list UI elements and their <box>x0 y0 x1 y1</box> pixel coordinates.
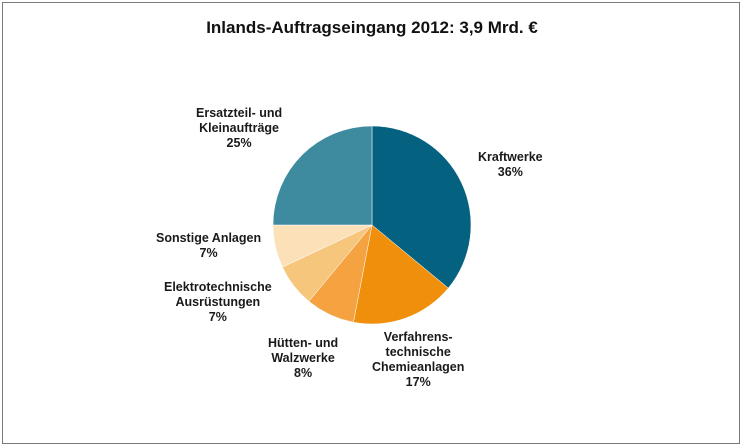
slice-label-verfahrenstechnische-chemieanlagen: Verfahrens-technische Chemieanlagen 17% <box>372 330 464 390</box>
slice-label-elektrotechnische-ausruestungen: Elektrotechnische Ausrüstungen 7% <box>164 280 272 325</box>
slice-percent-label: 8% <box>294 366 313 380</box>
slice-label-huetten-und-walzwerke: Hütten- und Walzwerke 8% <box>268 336 338 381</box>
chart-title: Inlands-Auftragseingang 2012: 3,9 Mrd. € <box>206 18 538 37</box>
slice-label-line: Hütten- und <box>268 336 339 350</box>
pie-slice-0 <box>371 125 472 289</box>
slice-percent-label: 25% <box>226 136 252 150</box>
slice-label-kraftwerke: Kraftwerke 36% <box>478 150 543 180</box>
slice-label-line: technische <box>385 345 451 359</box>
slice-label-line: Kraftwerke <box>478 150 543 164</box>
slice-percent-label: 36% <box>497 165 523 179</box>
slice-label-sonstige-anlagen: Sonstige Anlagen 7% <box>156 231 261 261</box>
slice-label-line: Ersatzteil- und <box>196 106 283 120</box>
slice-label-line: Chemieanlagen <box>372 360 465 374</box>
slice-label-line: Walzwerke <box>271 351 335 365</box>
slice-label-ersatzteil-und-kleinauftraege: Ersatzteil- und Kleinaufträge 25% <box>196 106 282 151</box>
pie-slice-1 <box>353 224 449 325</box>
slice-percent-label: 17% <box>405 375 431 389</box>
slice-label-line: Kleinaufträge <box>199 121 279 135</box>
slice-label-line: Ausrüstungen <box>175 295 261 309</box>
pie-slice-5 <box>272 125 373 226</box>
slice-label-line: Sonstige Anlagen <box>156 231 262 245</box>
slice-percent-label: 7% <box>199 246 218 260</box>
slice-label-line: Verfahrens- <box>383 330 453 344</box>
slice-percent-label: 7% <box>208 310 227 324</box>
slice-label-line: Elektrotechnische <box>164 280 272 294</box>
